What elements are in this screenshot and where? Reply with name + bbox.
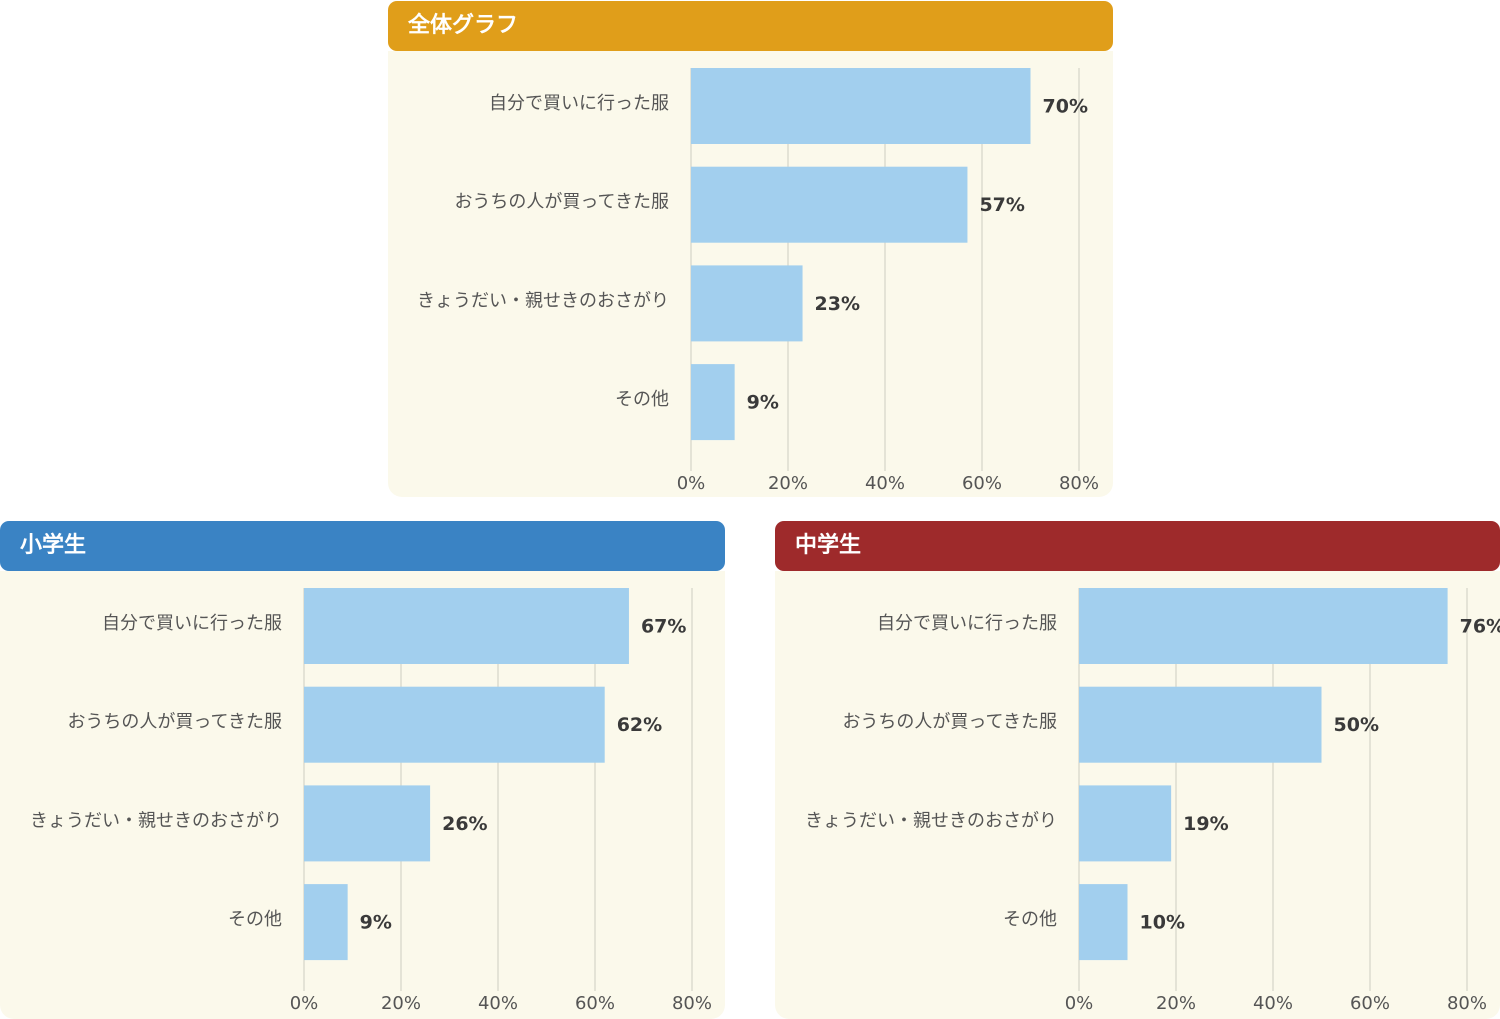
junior-high-chart-panel: 中学生 0% 20% 40% 60% 80% 自分で買いに行った服 76% おうちの人が買って… bbox=[775, 521, 1500, 1019]
category-label: きょうだい・親せきのおさがり bbox=[30, 810, 282, 831]
x-tick-label: 40% bbox=[1253, 993, 1293, 1014]
bar bbox=[691, 166, 968, 243]
category-label: おうちの人が買ってきた服 bbox=[67, 712, 282, 733]
category-label: 自分で買いに行った服 bbox=[489, 93, 669, 114]
x-tick-label: 60% bbox=[962, 473, 1002, 494]
x-tick-label: 20% bbox=[768, 473, 808, 494]
value-label: 23% bbox=[815, 293, 860, 315]
value-label: 70% bbox=[1043, 96, 1088, 118]
x-tick-label: 40% bbox=[478, 993, 518, 1014]
value-label: 9% bbox=[747, 392, 779, 414]
panel-title: 小学生 bbox=[0, 521, 725, 571]
bar bbox=[304, 588, 629, 664]
x-tick-label: 0% bbox=[1065, 993, 1094, 1014]
x-tick-label: 80% bbox=[672, 993, 712, 1014]
value-label: 67% bbox=[641, 616, 686, 638]
bar-chart: 0% 20% 40% 60% 80% 自分で買いに行った服 67% おうちの人が買ってきた服 6… bbox=[30, 588, 712, 1014]
category-label: その他 bbox=[228, 909, 282, 930]
chart-area: 0% 20% 40% 60% 80% 自分で買いに行った服 76% おうちの人が買ってきた服 5… bbox=[775, 571, 1500, 1019]
value-label: 76% bbox=[1460, 616, 1500, 638]
value-label: 62% bbox=[617, 714, 662, 736]
bar bbox=[691, 265, 803, 342]
x-tick-label: 60% bbox=[1350, 993, 1390, 1014]
value-label: 50% bbox=[1334, 714, 1379, 736]
x-tick-label: 20% bbox=[1156, 993, 1196, 1014]
category-label: おうちの人が買ってきた服 bbox=[454, 192, 669, 213]
overall-chart-panel: 全体グラフ 0% 20% 40% 60% 80% 自分で買いに行った服 70% おうちの人が買… bbox=[388, 1, 1113, 497]
x-tick-label: 80% bbox=[1059, 473, 1099, 494]
x-tick-label: 0% bbox=[677, 473, 706, 494]
bar-chart: 0% 20% 40% 60% 80% 自分で買いに行った服 70% おうちの人が買ってきた服 5… bbox=[417, 68, 1099, 494]
bar bbox=[691, 68, 1031, 144]
bar bbox=[1079, 884, 1128, 961]
bar bbox=[1079, 785, 1172, 862]
value-label: 26% bbox=[442, 813, 487, 835]
x-tick-label: 20% bbox=[381, 993, 421, 1014]
x-tick-label: 60% bbox=[575, 993, 615, 1014]
chart-area: 0% 20% 40% 60% 80% 自分で買いに行った服 70% おうちの人が買ってきた服 5… bbox=[388, 51, 1113, 497]
chart-area: 0% 20% 40% 60% 80% 自分で買いに行った服 67% おうちの人が買ってきた服 6… bbox=[0, 571, 725, 1019]
category-label: 自分で買いに行った服 bbox=[877, 613, 1057, 634]
category-label: きょうだい・親せきのおさがり bbox=[805, 810, 1057, 831]
value-label: 19% bbox=[1183, 813, 1228, 835]
value-label: 57% bbox=[979, 194, 1024, 216]
elementary-chart-panel: 小学生 0% 20% 40% 60% 80% 自分で買いに行った服 67% おうちの人が買って… bbox=[0, 521, 725, 1019]
x-tick-label: 0% bbox=[290, 993, 319, 1014]
bar bbox=[304, 686, 605, 763]
category-label: きょうだい・親せきのおさがり bbox=[417, 290, 669, 311]
panel-title: 中学生 bbox=[775, 521, 1500, 571]
bar bbox=[691, 364, 735, 441]
category-label: その他 bbox=[615, 389, 669, 410]
bar bbox=[1079, 686, 1322, 763]
x-tick-label: 80% bbox=[1447, 993, 1487, 1014]
value-label: 9% bbox=[360, 912, 392, 934]
bar bbox=[1079, 588, 1448, 664]
category-label: その他 bbox=[1003, 909, 1057, 930]
bar bbox=[304, 884, 348, 961]
value-label: 10% bbox=[1140, 912, 1185, 934]
panel-title: 全体グラフ bbox=[388, 1, 1113, 51]
category-label: おうちの人が買ってきた服 bbox=[842, 712, 1057, 733]
bar bbox=[304, 785, 431, 862]
bar-chart: 0% 20% 40% 60% 80% 自分で買いに行った服 76% おうちの人が買ってきた服 5… bbox=[805, 588, 1500, 1014]
x-tick-label: 40% bbox=[865, 473, 905, 494]
category-label: 自分で買いに行った服 bbox=[102, 613, 282, 634]
